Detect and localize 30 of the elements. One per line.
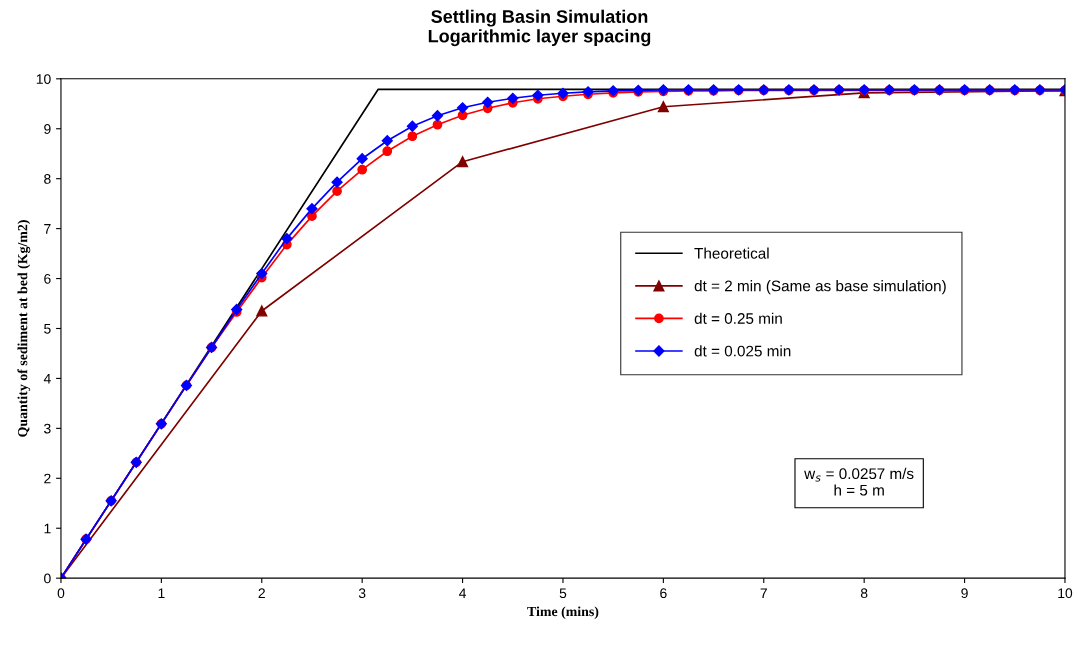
y-tick-label: 0 bbox=[44, 573, 51, 584]
y-tick-label: 8 bbox=[44, 174, 51, 184]
y-tick-label: 4 bbox=[43, 373, 51, 384]
x-tick-label: 0 bbox=[57, 588, 65, 599]
x-tick-label: 1 bbox=[158, 588, 165, 598]
y-tick-label: 6 bbox=[44, 273, 51, 284]
legend-label: Theoretical bbox=[694, 247, 769, 259]
y-tick-label: 1 bbox=[44, 523, 51, 534]
chart-title: Settling Basin Simulation Logarithmic layer spacing bbox=[428, 9, 651, 47]
x-tick-label: 2 bbox=[258, 588, 265, 598]
legend-label: dt = 2 min (Same as base simulation) bbox=[694, 280, 946, 295]
y-tick-label: 7 bbox=[44, 224, 51, 234]
x-tick-label: 4 bbox=[459, 588, 467, 598]
y-tick-label: 2 bbox=[44, 473, 51, 484]
y-tick-label: 10 bbox=[36, 74, 51, 84]
y-tick-label: 5 bbox=[44, 323, 51, 334]
y-axis-title: Quantity of sediment at bed (Kg/m2) bbox=[17, 220, 31, 437]
x-tick-label: 10 bbox=[1058, 588, 1073, 599]
x-tick-label: 3 bbox=[358, 588, 366, 599]
x-tick-label: 7 bbox=[760, 588, 767, 598]
x-tick-label: 6 bbox=[660, 588, 667, 599]
y-tick-label: 9 bbox=[44, 124, 51, 134]
x-tick-label: 5 bbox=[559, 588, 567, 599]
legend-label: dt = 0.025 min bbox=[694, 345, 791, 357]
annotation: w$_{s}$ = 0.0257 m/s h = 5 m bbox=[804, 467, 914, 496]
y-tick-label: 3 bbox=[44, 423, 51, 434]
x-tick-label: 8 bbox=[860, 588, 868, 599]
x-tick-label: 9 bbox=[961, 588, 968, 599]
legend-label: dt = 0.25 min bbox=[694, 312, 782, 324]
x-axis-title: Time (mins) bbox=[527, 606, 599, 619]
